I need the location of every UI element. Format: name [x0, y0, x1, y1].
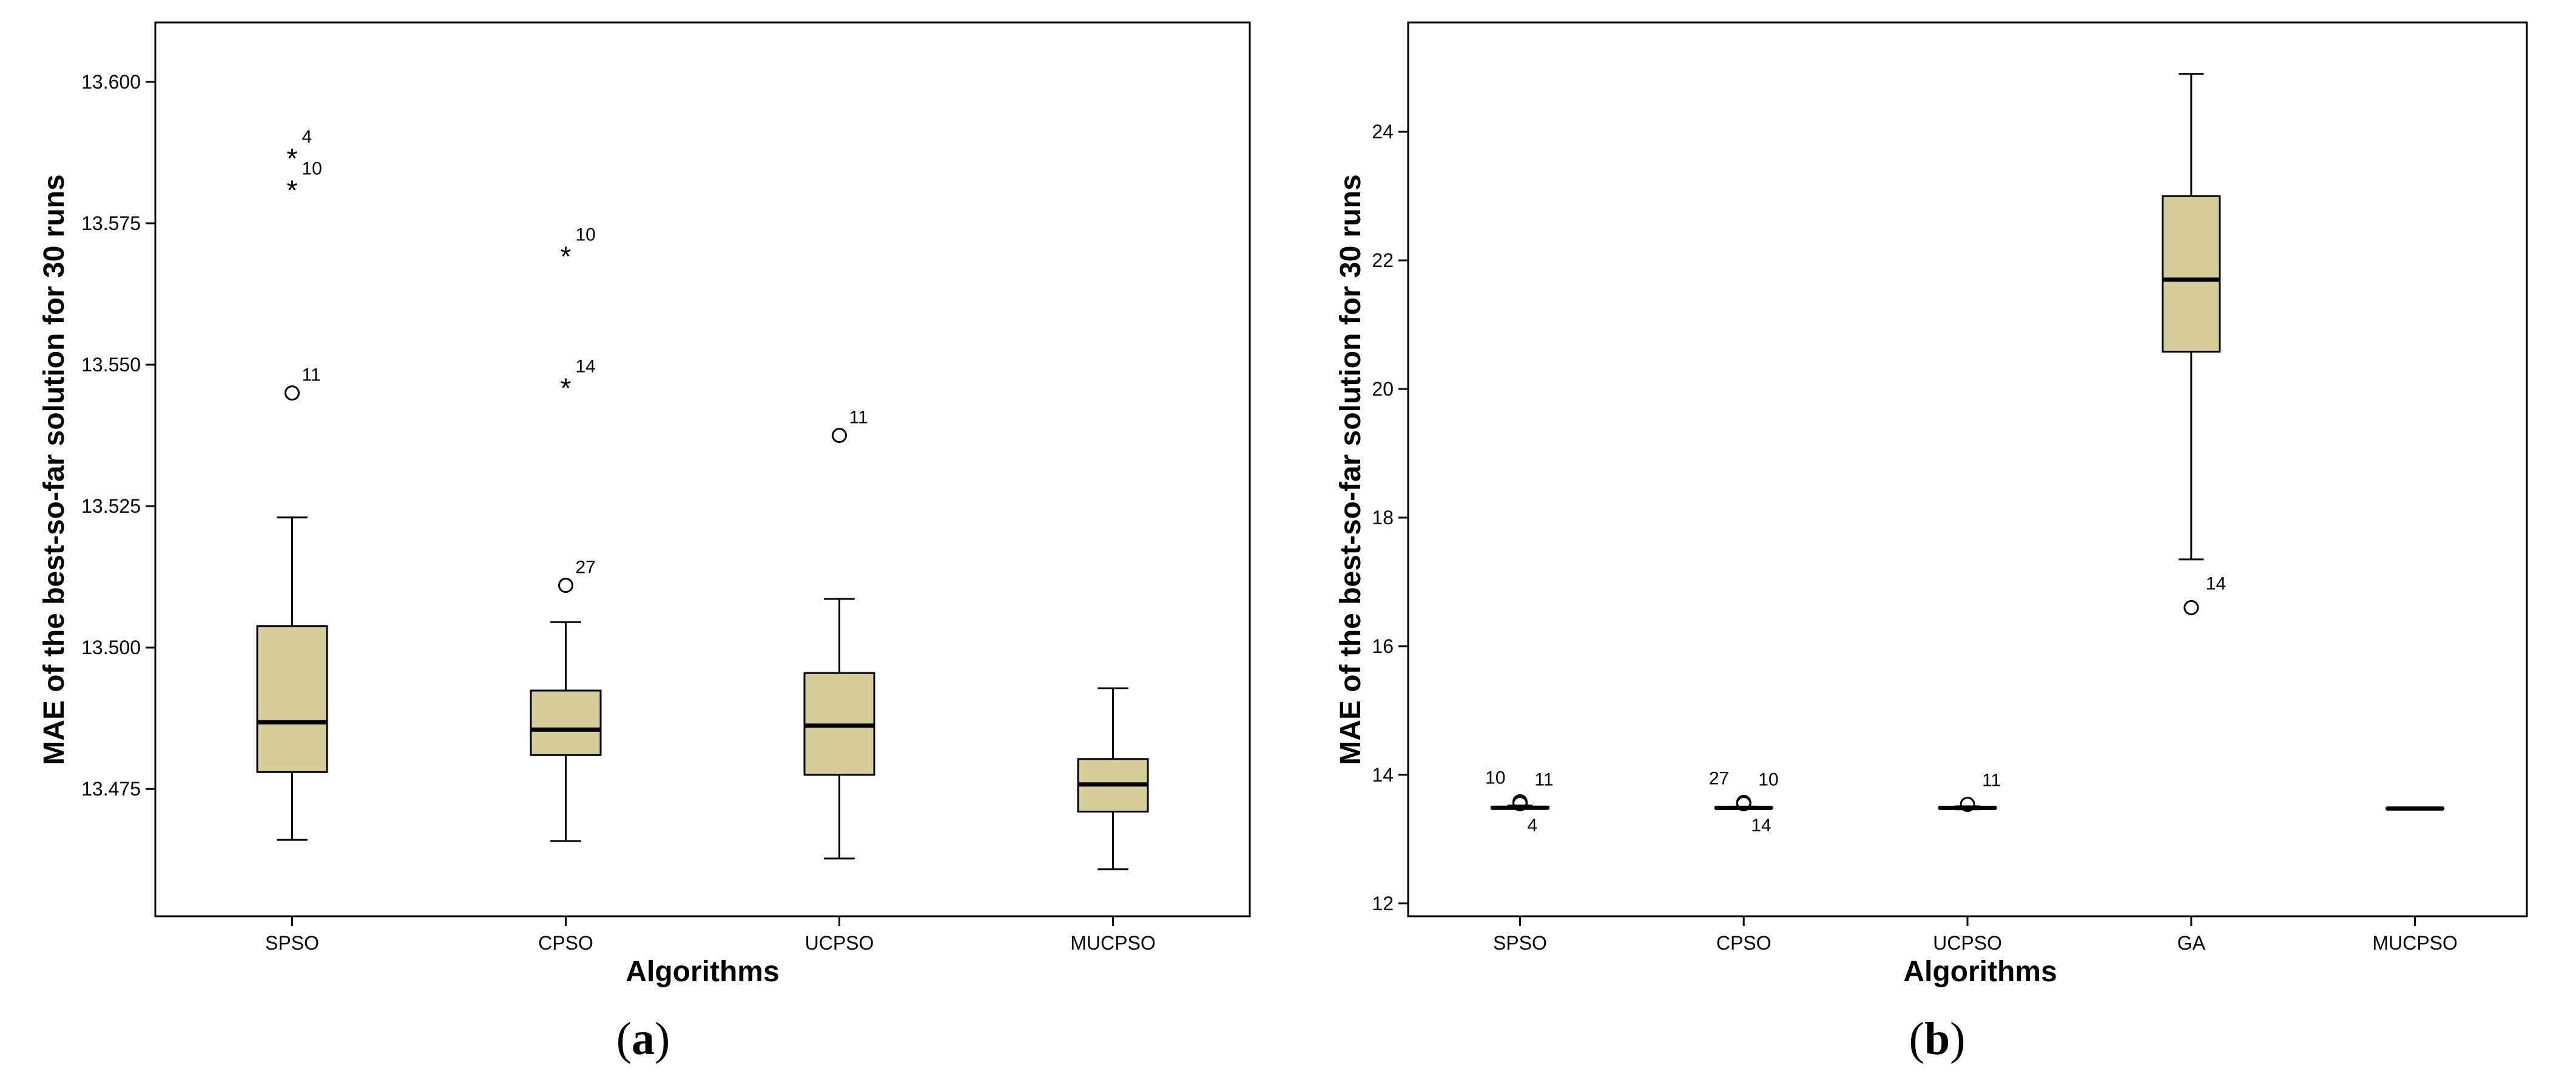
outlier-label-b-ga-14: 14	[2206, 573, 2226, 593]
outlier-circle-b-ga-14	[2183, 600, 2199, 615]
outlier-label-b-spso-11: 11	[1534, 770, 1553, 790]
box-group-b-cpso: 27 10 14	[1709, 768, 1779, 835]
outlier-circle-b-spso-11	[1512, 796, 1528, 812]
y-tick-label-a-1: 13.500	[81, 637, 141, 658]
outlier-circle-a-spso-11	[285, 385, 300, 401]
y-tick-label-a-2: 13.525	[81, 495, 141, 517]
panel-a: 13.475 13.500 13.525 13.550 13.575 13.600 SPS…	[38, 21, 1251, 1064]
boxes-b: 10 11 4 27 10 14 11 14	[1485, 73, 2445, 836]
outlier-star-a-cpso-10: *	[561, 240, 572, 272]
y-axis-b: 12 14 16 18 20 22 24	[1372, 121, 1408, 914]
outlier-label-b-spso-4: 4	[1527, 816, 1537, 836]
outlier-label-b-cpso-14: 14	[1751, 816, 1771, 836]
box-a-cpso	[530, 689, 602, 756]
outlier-circle-b-cpso-10	[1736, 796, 1752, 812]
y-axis-title-a: MAE of the best-so-far solution for 30 r…	[38, 174, 70, 765]
x-tick-label-a-spso: SPSO	[265, 932, 319, 954]
outlier-circle-b-ucpso-11	[1960, 797, 1975, 813]
outlier-label-b-ucpso-11: 11	[1982, 771, 2001, 791]
x-tick-label-b-ga: GA	[2177, 932, 2206, 954]
outlier-label-a-spso-10: 10	[302, 158, 322, 178]
outlier-label-b-cpso-27: 27	[1709, 768, 1729, 788]
box-group-b-ucpso: 11	[1938, 771, 2001, 813]
y-tick-label-a-0: 13.475	[81, 778, 141, 800]
outlier-label-a-cpso-10: 10	[576, 225, 596, 245]
outlier-star-a-spso-10: *	[287, 174, 298, 206]
box-group-a-ucpso: 11	[803, 408, 875, 860]
x-axis-a: SPSO CPSO UCPSO MUCPSO	[265, 916, 1156, 954]
outlier-label-b-cpso-10: 10	[1758, 770, 1778, 790]
outlier-label-a-ucpso-11: 11	[849, 408, 868, 428]
x-tick-label-a-cpso: CPSO	[538, 932, 593, 954]
x-tick-label-a-mucpso: MUCPSO	[1070, 932, 1155, 954]
outlier-label-a-cpso-27: 27	[576, 558, 596, 578]
y-tick-label-a-3: 13.550	[81, 354, 141, 376]
x-tick-label-b-ucpso: UCPSO	[1933, 932, 2002, 954]
outlier-label-a-spso-4: 4	[302, 127, 312, 147]
x-tick-label-b-cpso: CPSO	[1716, 932, 1772, 954]
outlier-circle-a-ucpso-11	[832, 428, 847, 444]
plot-frame-a	[154, 21, 1251, 917]
x-tick-label-a-ucpso: UCPSO	[805, 932, 874, 954]
box-group-a-mucpso	[1077, 687, 1149, 871]
y-tick-label-b-1: 14	[1372, 764, 1394, 786]
y-tick-label-b-0: 12	[1372, 893, 1394, 914]
y-tick-label-b-2: 16	[1372, 635, 1394, 657]
x-axis-b: SPSO CPSO UCPSO GA MUCPSO	[1493, 916, 2458, 954]
outlier-label-a-cpso-14: 14	[576, 357, 596, 377]
y-axis-title-b: MAE of the best-so-far solution for 30 r…	[1335, 174, 1367, 765]
box-b-ga	[2162, 195, 2221, 353]
box-group-b-ga: 14	[2162, 73, 2226, 615]
box-a-spso	[256, 625, 328, 773]
box-group-b-mucpso	[2385, 806, 2445, 811]
y-tick-label-a-4: 13.575	[81, 212, 141, 234]
outlier-label-b-spso-10: 10	[1485, 768, 1505, 788]
plot-frame-b	[1407, 21, 2528, 917]
outlier-star-a-spso-4: *	[287, 143, 298, 174]
y-tick-label-a-5: 13.600	[81, 71, 141, 93]
box-group-b-spso: 10 11 4	[1485, 768, 1554, 835]
y-tick-label-b-4: 20	[1372, 378, 1394, 400]
y-tick-label-b-5: 22	[1372, 249, 1394, 271]
y-tick-label-b-6: 24	[1372, 121, 1394, 143]
x-tick-label-b-mucpso: MUCPSO	[2372, 932, 2457, 954]
y-axis-a: 13.475 13.500 13.525 13.550 13.575 13.600	[81, 71, 155, 800]
panel-label-b: (b)	[1909, 1013, 1966, 1064]
x-tick-label-b-spso: SPSO	[1493, 932, 1547, 954]
outlier-star-a-cpso-14: *	[561, 373, 572, 404]
y-tick-label-b-3: 18	[1372, 507, 1394, 529]
outlier-label-a-spso-11: 11	[302, 365, 321, 385]
outlier-circle-a-cpso-27	[558, 578, 573, 593]
x-axis-title-a: Algorithms	[625, 956, 779, 988]
x-axis-title-b: Algorithms	[1903, 956, 2057, 988]
panel-label-a: (a)	[616, 1013, 670, 1064]
